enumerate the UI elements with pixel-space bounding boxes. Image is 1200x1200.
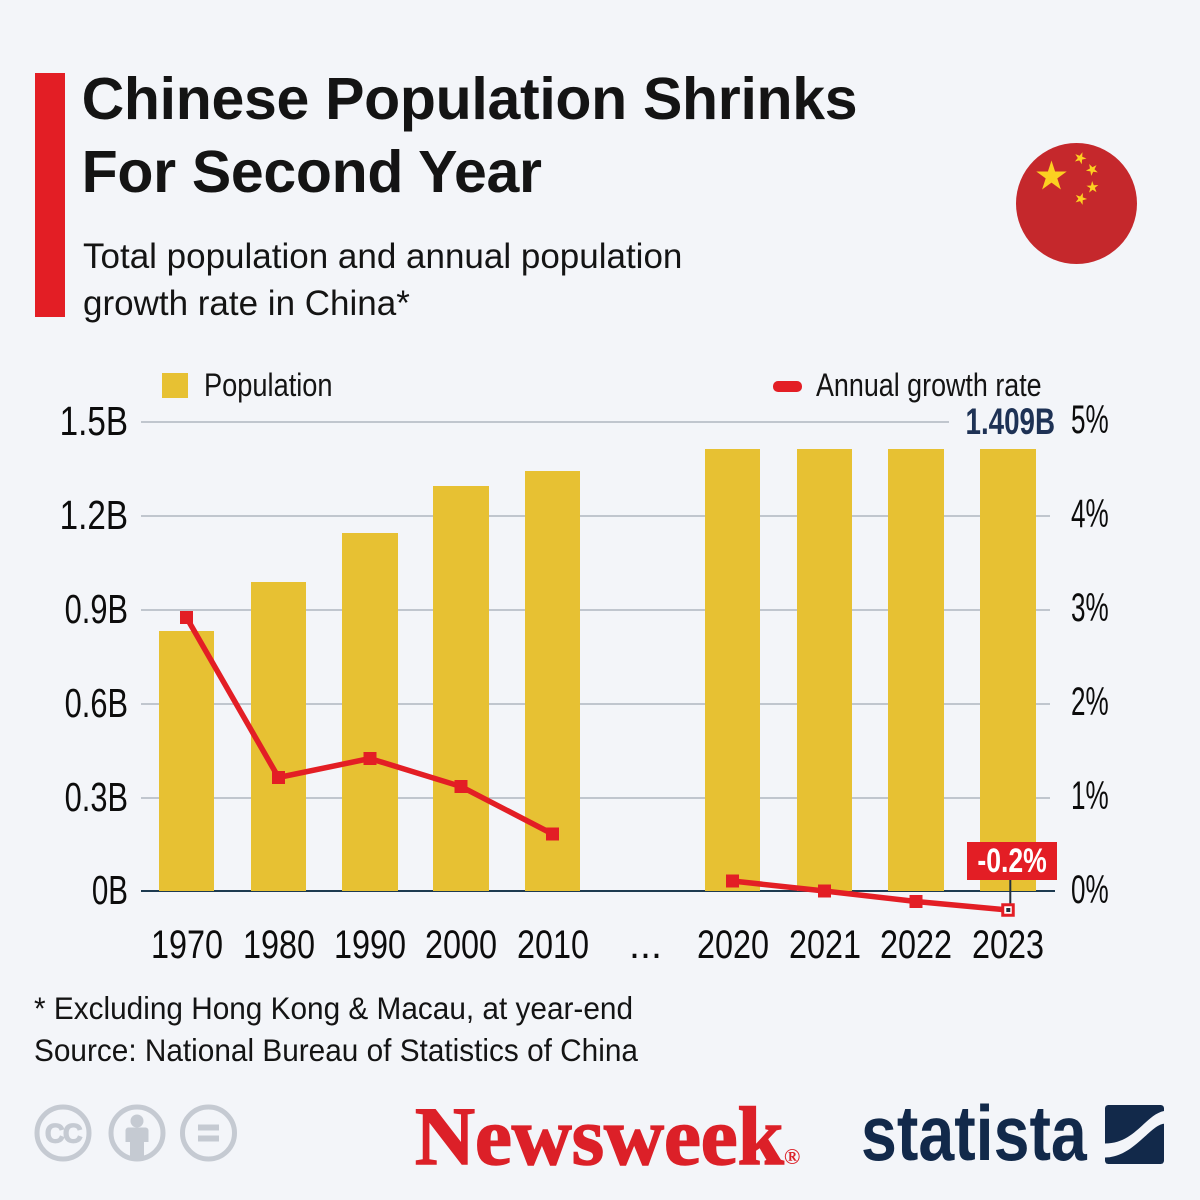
svg-text:CC: CC	[45, 1119, 82, 1149]
